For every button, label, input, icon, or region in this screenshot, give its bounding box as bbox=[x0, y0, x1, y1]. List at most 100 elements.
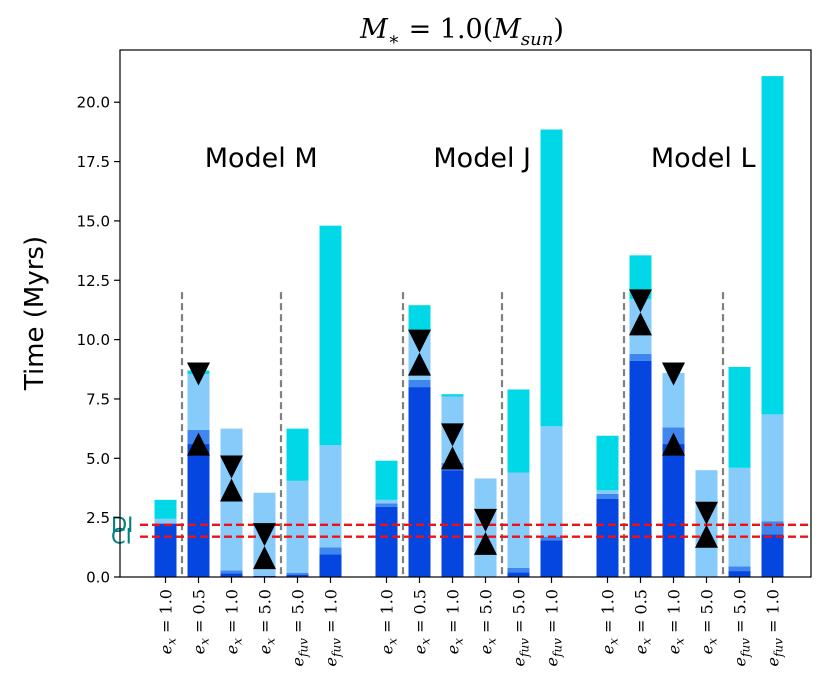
y-tick-label: 17.5 bbox=[77, 153, 110, 171]
bar-segment-g2-b1-s3 bbox=[375, 499, 398, 504]
bar-segment-g2-b2-s1 bbox=[408, 387, 431, 577]
x-tick-label: efuv = 5.0 bbox=[731, 589, 753, 666]
marker-g1-b4-1-hourglass-top bbox=[253, 523, 276, 547]
marker-g3-b2-1-hourglass-top bbox=[629, 289, 652, 313]
bar-segment-g2-b3-s4 bbox=[441, 394, 464, 397]
title-rhs: M bbox=[492, 14, 522, 45]
marker-g1-b4-1-hourglass-bottom bbox=[253, 546, 276, 570]
bar-segment-g2-b6-s3 bbox=[540, 426, 563, 537]
x-tick-label: ex = 0.5 bbox=[411, 589, 433, 654]
marker-g1-b2-2-triangle-up bbox=[187, 432, 210, 456]
bar-segment-g1-b2-s1 bbox=[187, 444, 210, 577]
x-tick-label: efuv = 1.0 bbox=[764, 589, 786, 666]
bar-segment-g2-b2-s2 bbox=[408, 379, 431, 388]
hline-label-di: DI bbox=[111, 513, 133, 537]
bar-segment-g3-b2-s1 bbox=[629, 360, 652, 577]
bar-segment-g2-b5-s3 bbox=[507, 472, 530, 568]
x-tick-label: ex = 0.5 bbox=[632, 589, 654, 654]
bar-segment-g1-b5-s4 bbox=[286, 428, 309, 481]
y-tick-label: 0.0 bbox=[86, 569, 110, 587]
bar-segment-g1-b3-s1 bbox=[220, 573, 243, 577]
bar-segment-g3-b1-s3 bbox=[596, 490, 619, 494]
x-tick-label: ex = 1.0 bbox=[444, 589, 466, 654]
marker-g1-b3-1-hourglass-top bbox=[220, 455, 243, 479]
bar-segment-g3-b1-s2 bbox=[596, 493, 619, 499]
x-tick-label: ex = 5.0 bbox=[256, 589, 278, 654]
x-tick-label: ex = 1.0 bbox=[223, 589, 245, 654]
bar-segment-g1-b1-s2 bbox=[154, 518, 177, 524]
marker-g2-b2-1-hourglass-bottom bbox=[408, 352, 431, 376]
axes-frame bbox=[119, 49, 812, 578]
marker-g1-b2-1-triangle-down bbox=[187, 362, 210, 386]
y-tick-label: 12.5 bbox=[77, 272, 110, 290]
bar-segment-g2-b5-s2 bbox=[507, 567, 530, 573]
y-axis-label: Time (Myrs) bbox=[20, 236, 50, 391]
marker-g2-b4-1-hourglass-bottom bbox=[474, 531, 497, 555]
marker-g3-b4-1-hourglass-bottom bbox=[695, 524, 718, 548]
bar-segment-g2-b1-s4 bbox=[375, 460, 398, 500]
title-eq: = 1.0( bbox=[400, 14, 493, 45]
y-tick-label: 5.0 bbox=[86, 450, 110, 468]
bar-segment-g2-b5-s1 bbox=[507, 572, 530, 577]
bar-segment-g3-b5-s3 bbox=[728, 467, 751, 567]
x-tick-label: efuv = 1.0 bbox=[322, 589, 344, 666]
title-lhs: M bbox=[359, 14, 389, 45]
bar-segment-g1-b6-s3 bbox=[319, 445, 342, 548]
bar-segment-g3-b3-s3 bbox=[662, 372, 685, 428]
bar-segment-g3-b6-s4 bbox=[761, 76, 784, 415]
bar-segment-g2-b1-s2 bbox=[375, 503, 398, 507]
bar-segment-g1-b1-s3 bbox=[154, 499, 177, 519]
bar-segment-g3-b3-s1 bbox=[662, 444, 685, 577]
x-tick-label: ex = 1.0 bbox=[599, 589, 621, 654]
title-close: ) bbox=[553, 14, 564, 45]
marker-g3-b4-1-hourglass-top bbox=[695, 501, 718, 525]
x-axis: ex = 1.0 ex = 0.5 ex = 1.0 ex = 5.0 efuv = 5… bbox=[157, 577, 786, 666]
marker-g3-b2-1-hourglass-bottom bbox=[629, 312, 652, 336]
bar-segment-g3-b2-s4 bbox=[629, 255, 652, 300]
model-label-2: Model J bbox=[433, 143, 531, 174]
x-tick-label: efuv = 5.0 bbox=[289, 589, 311, 666]
bar-segment-g2-b6-s2 bbox=[540, 536, 563, 541]
bar-segment-g1-b6-s1 bbox=[319, 554, 342, 577]
x-tick-label: ex = 1.0 bbox=[665, 589, 687, 654]
bar-segment-g1-b5-s2 bbox=[286, 572, 309, 575]
title-rhs-sub: sun bbox=[521, 29, 553, 50]
bar-segment-g3-b6-s2 bbox=[761, 521, 784, 535]
marker-g3-b3-2-triangle-up bbox=[662, 432, 685, 456]
bar-segment-g3-b6-s3 bbox=[761, 414, 784, 522]
chart-title: M∗ = 1.0(Msun) bbox=[359, 14, 564, 50]
x-tick-label: ex = 0.5 bbox=[190, 589, 212, 654]
bar-segment-g3-b5-s2 bbox=[728, 566, 751, 572]
bar-segment-g1-b6-s2 bbox=[319, 547, 342, 555]
x-tick-label: ex = 1.0 bbox=[157, 589, 179, 654]
y-axis: 0.0 2.5 5.0 7.5 10.0 12.5 15.0 17.5 20.0 bbox=[77, 94, 120, 587]
model-label-1: Model M bbox=[205, 143, 318, 174]
bar-segment-g1-b6-s4 bbox=[319, 225, 342, 446]
x-tick-label: efuv = 5.0 bbox=[510, 589, 532, 666]
marker-g2-b2-1-hourglass-top bbox=[408, 329, 431, 353]
bar-segment-g3-b2-s2 bbox=[629, 353, 652, 361]
marker-g2-b3-1-hourglass-bottom bbox=[441, 446, 464, 470]
bar-segment-g2-b2-s4 bbox=[408, 305, 431, 333]
bar-segment-g1-b2-s3 bbox=[187, 374, 210, 430]
bar-segment-g2-b6-s1 bbox=[540, 540, 563, 577]
y-tick-label: 20.0 bbox=[77, 94, 110, 112]
y-tick-label: 15.0 bbox=[77, 212, 110, 230]
x-tick-label: ex = 1.0 bbox=[378, 589, 400, 654]
y-tick-label: 2.5 bbox=[86, 509, 110, 527]
bar-segment-g2-b1-s1 bbox=[375, 506, 398, 577]
title-lhs-sub: ∗ bbox=[388, 29, 400, 50]
bar-segment-g3-b1-s1 bbox=[596, 498, 619, 577]
marker-g1-b3-1-hourglass-bottom bbox=[220, 478, 243, 502]
marker-g2-b3-1-hourglass-top bbox=[441, 423, 464, 447]
y-tick-label: 10.0 bbox=[77, 331, 110, 349]
marker-g2-b4-1-hourglass-top bbox=[474, 508, 497, 532]
x-tick-label: ex = 5.0 bbox=[698, 589, 720, 654]
bar-segment-g3-b5-s4 bbox=[728, 366, 751, 468]
bar-segment-g1-b1-s1 bbox=[154, 523, 177, 577]
hline-label-ci: CI bbox=[111, 525, 132, 549]
bar-segment-g3-b6-s1 bbox=[761, 534, 784, 577]
bar-segment-g3-b5-s1 bbox=[728, 571, 751, 577]
